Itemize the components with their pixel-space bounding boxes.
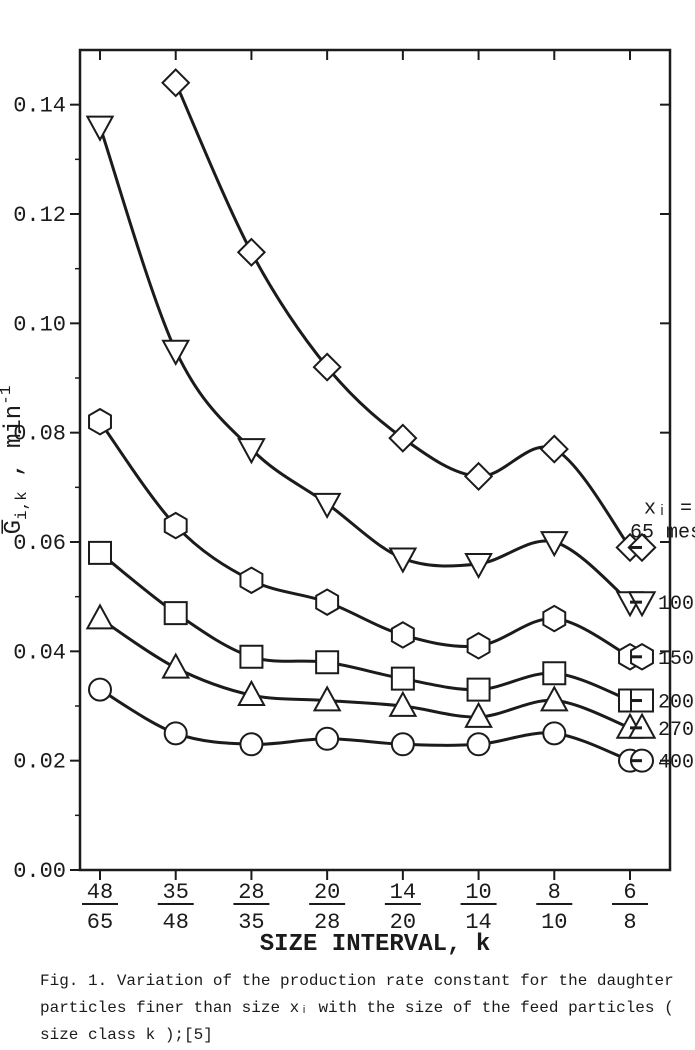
svg-text:0.00: 0.00 — [13, 859, 66, 884]
figure-caption: Fig. 1. Variation of the production rate… — [40, 968, 680, 1050]
svg-text:6: 6 — [623, 880, 636, 905]
svg-text:xᵢ =: xᵢ = — [644, 497, 692, 520]
svg-text:20: 20 — [314, 880, 340, 905]
svg-text:200: 200 — [658, 692, 694, 715]
svg-text:270: 270 — [658, 719, 694, 742]
svg-text:0.10: 0.10 — [13, 312, 66, 337]
svg-text:SIZE INTERVAL, k: SIZE INTERVAL, k — [260, 931, 490, 958]
svg-text:150: 150 — [658, 648, 694, 671]
svg-text:G̅i,k , min-1: G̅i,k , min-1 — [0, 386, 31, 535]
svg-text:35: 35 — [163, 880, 189, 905]
svg-text:0.12: 0.12 — [13, 203, 66, 228]
svg-text:48: 48 — [87, 880, 113, 905]
svg-text:400: 400 — [658, 752, 694, 775]
svg-text:8: 8 — [548, 880, 561, 905]
svg-text:65: 65 — [87, 910, 113, 935]
production-rate-chart: 0.000.020.040.060.080.100.120.1448653548… — [0, 0, 695, 960]
svg-text:14: 14 — [390, 880, 416, 905]
svg-text:0.04: 0.04 — [13, 640, 66, 665]
svg-text:28: 28 — [238, 880, 264, 905]
svg-text:8: 8 — [623, 910, 636, 935]
svg-text:0.02: 0.02 — [13, 750, 66, 775]
svg-text:48: 48 — [163, 910, 189, 935]
svg-text:0.14: 0.14 — [13, 94, 66, 119]
svg-text:10: 10 — [541, 910, 567, 935]
svg-text:65 mesh: 65 mesh — [630, 521, 695, 544]
svg-text:100: 100 — [658, 593, 694, 616]
svg-text:10: 10 — [465, 880, 491, 905]
